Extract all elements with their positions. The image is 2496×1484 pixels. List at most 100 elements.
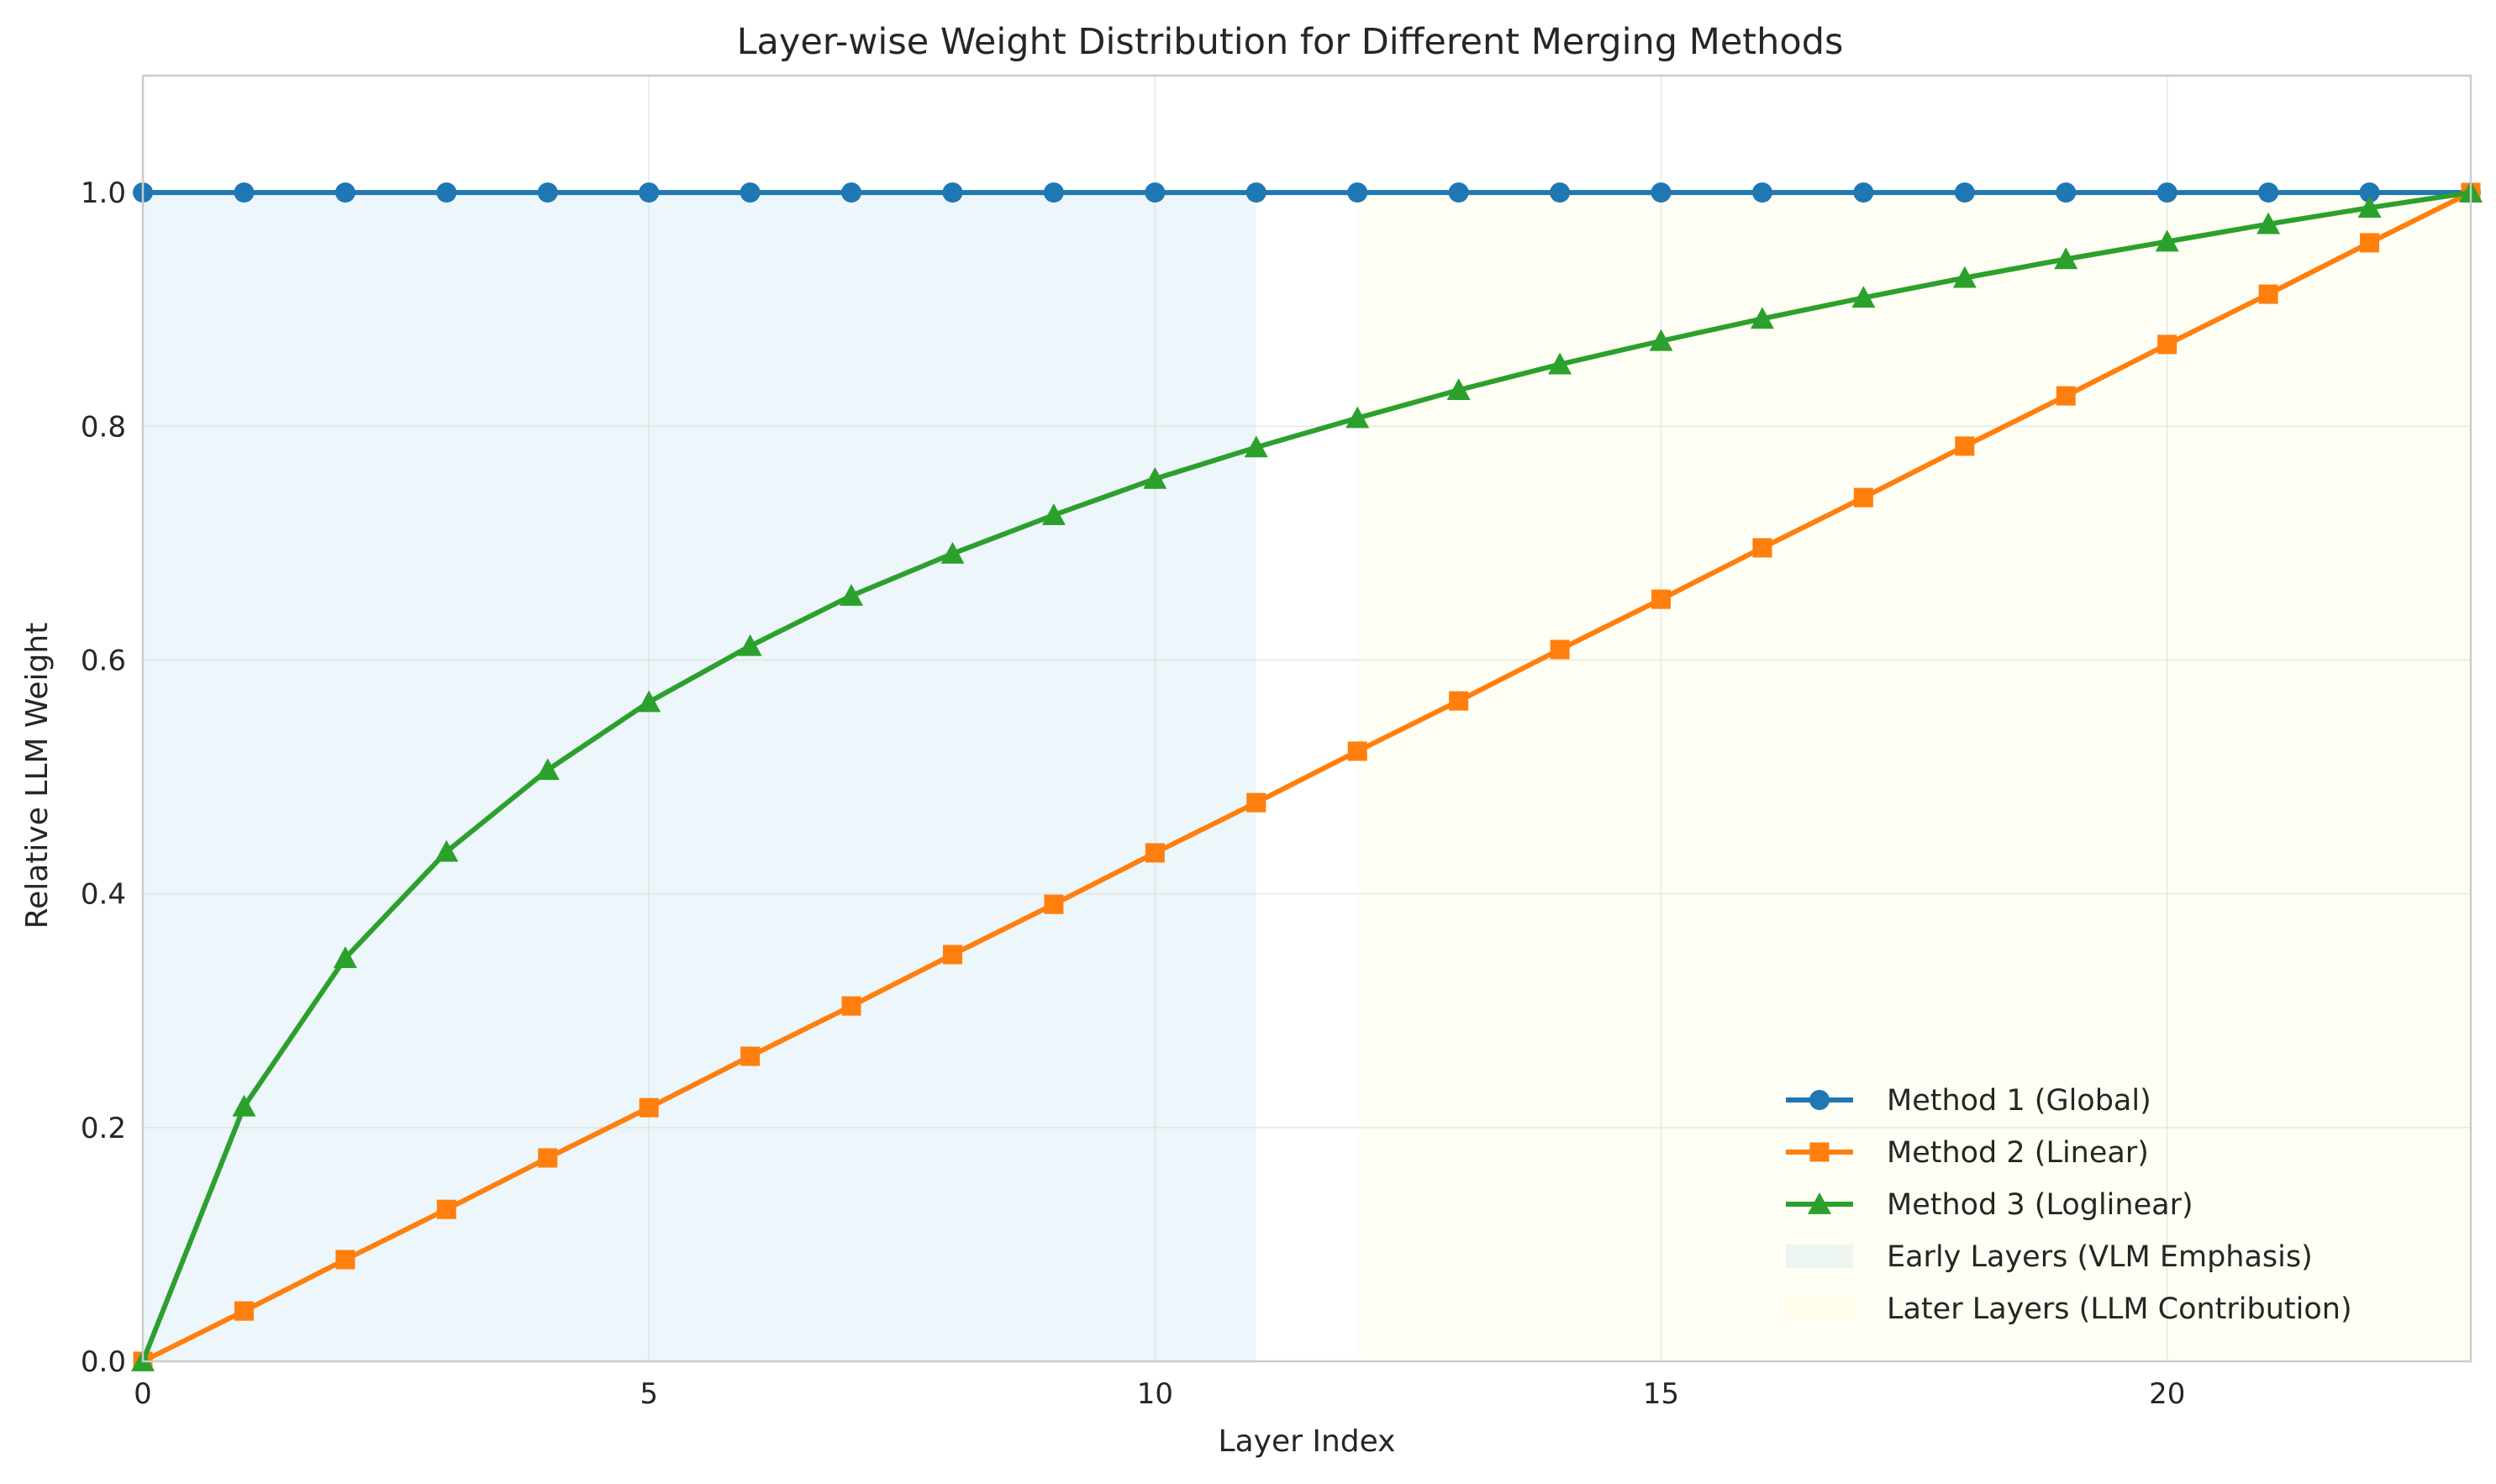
y-tick-label: 0.2 [81, 1112, 126, 1145]
legend-label: Later Layers (LLM Contribution) [1887, 1292, 2352, 1326]
data-point [434, 839, 459, 862]
data-point [1853, 487, 1873, 508]
data-point [841, 182, 862, 203]
legend-label: Method 2 (Linear) [1887, 1136, 2149, 1170]
series-2 [133, 182, 2481, 1371]
data-point [2258, 182, 2279, 203]
legend-label: Early Layers (VLM Emphasis) [1887, 1240, 2313, 1274]
y-tick-label: 0.4 [81, 878, 126, 912]
data-point [1649, 329, 1673, 351]
data-point [1751, 182, 1772, 203]
data-point [1347, 182, 1368, 203]
legend-marker [1809, 1142, 1830, 1162]
chart-title: Layer-wise Weight Distribution for Diffe… [737, 21, 1844, 63]
data-point [1044, 894, 1064, 914]
data-point [1550, 639, 1570, 660]
legend-item: Method 2 (Linear) [1786, 1136, 2149, 1170]
legend-label: Method 1 (Global) [1887, 1084, 2151, 1118]
data-point [1446, 378, 1471, 401]
data-point [1145, 182, 1166, 203]
data-point [1246, 792, 1266, 813]
data-point [1851, 286, 1876, 308]
data-point [2155, 229, 2179, 252]
x-axis-label: Layer Index [1219, 1424, 1396, 1459]
y-tick-label: 1.0 [81, 176, 126, 210]
y-tick-label: 0.8 [81, 410, 126, 444]
data-point [1449, 691, 1469, 711]
data-point [639, 1097, 659, 1118]
tick-labels: 0 5 10 15 20 0.0 0.2 0.4 0.6 0.8 1.0 [81, 176, 2185, 1411]
shaded-region-2 [1357, 192, 2471, 1361]
data-point [1043, 182, 1064, 203]
data-point [234, 1301, 254, 1321]
legend-item: Method 1 (Global) [1786, 1084, 2151, 1118]
data-point [538, 1148, 558, 1168]
legend-swatch [1786, 1297, 1853, 1320]
data-point [738, 634, 762, 656]
data-point [2359, 182, 2380, 203]
data-point [1750, 307, 1774, 329]
data-point [2360, 233, 2380, 253]
data-point [942, 182, 963, 203]
data-point [2157, 334, 2177, 355]
data-point [1955, 436, 1975, 456]
data-point [637, 690, 661, 713]
data-point [2357, 196, 2382, 218]
y-tick-label: 0.6 [81, 644, 126, 677]
data-point [841, 996, 861, 1016]
series-line [140, 190, 2472, 1363]
legend-item: Method 3 (Loglinear) [1786, 1188, 2193, 1222]
data-point [1752, 538, 1772, 558]
data-point [535, 758, 560, 781]
data-point [232, 1094, 256, 1117]
plot-frame [141, 74, 2472, 1363]
data-point [1041, 503, 1066, 525]
legend-item: Later Layers (LLM Contribution) [1786, 1292, 2352, 1326]
x-tick-label: 20 [2149, 1377, 2185, 1411]
data-point [740, 1046, 761, 1066]
data-point [1548, 352, 1572, 375]
y-tick-label: 0.0 [81, 1345, 126, 1379]
legend-item: Early Layers (VLM Emphasis) [1786, 1240, 2313, 1274]
data-point [1651, 182, 1672, 203]
data-point [1143, 466, 1167, 489]
data-point [2054, 247, 2078, 270]
data-point [1347, 741, 1367, 761]
series-line [141, 190, 2472, 1364]
data-point [1952, 266, 1977, 288]
y-axis-label: Relative LLM Weight [20, 623, 55, 929]
data-point [639, 182, 660, 203]
data-point [940, 541, 965, 564]
data-point [2256, 212, 2281, 234]
data-point [1448, 182, 1469, 203]
data-point [333, 946, 357, 969]
legend: Method 1 (Global) Method 2 (Linear) Method… [1786, 1084, 2352, 1326]
legend-marker [1808, 1192, 1831, 1214]
data-point [740, 182, 761, 203]
data-point [942, 945, 962, 965]
data-point [840, 583, 864, 606]
x-tick-label: 5 [640, 1377, 658, 1411]
legend-marker [1809, 1090, 1830, 1110]
data-point [1954, 182, 1975, 203]
legend-label: Method 3 (Loglinear) [1887, 1188, 2193, 1222]
data-point [2056, 386, 2076, 406]
data-point [234, 182, 255, 203]
data-point [1550, 182, 1571, 203]
legend-swatch [1786, 1245, 1853, 1268]
data-point [1345, 406, 1370, 429]
x-tick-label: 10 [1137, 1377, 1173, 1411]
data-point [1145, 843, 1165, 863]
data-point [1244, 435, 1268, 458]
x-tick-label: 15 [1643, 1377, 1679, 1411]
data-point [1853, 182, 1874, 203]
data-point [2056, 182, 2077, 203]
data-point [436, 182, 457, 203]
data-point [436, 1199, 456, 1219]
data-point [537, 182, 558, 203]
data-point [334, 182, 355, 203]
data-point [2258, 284, 2278, 304]
